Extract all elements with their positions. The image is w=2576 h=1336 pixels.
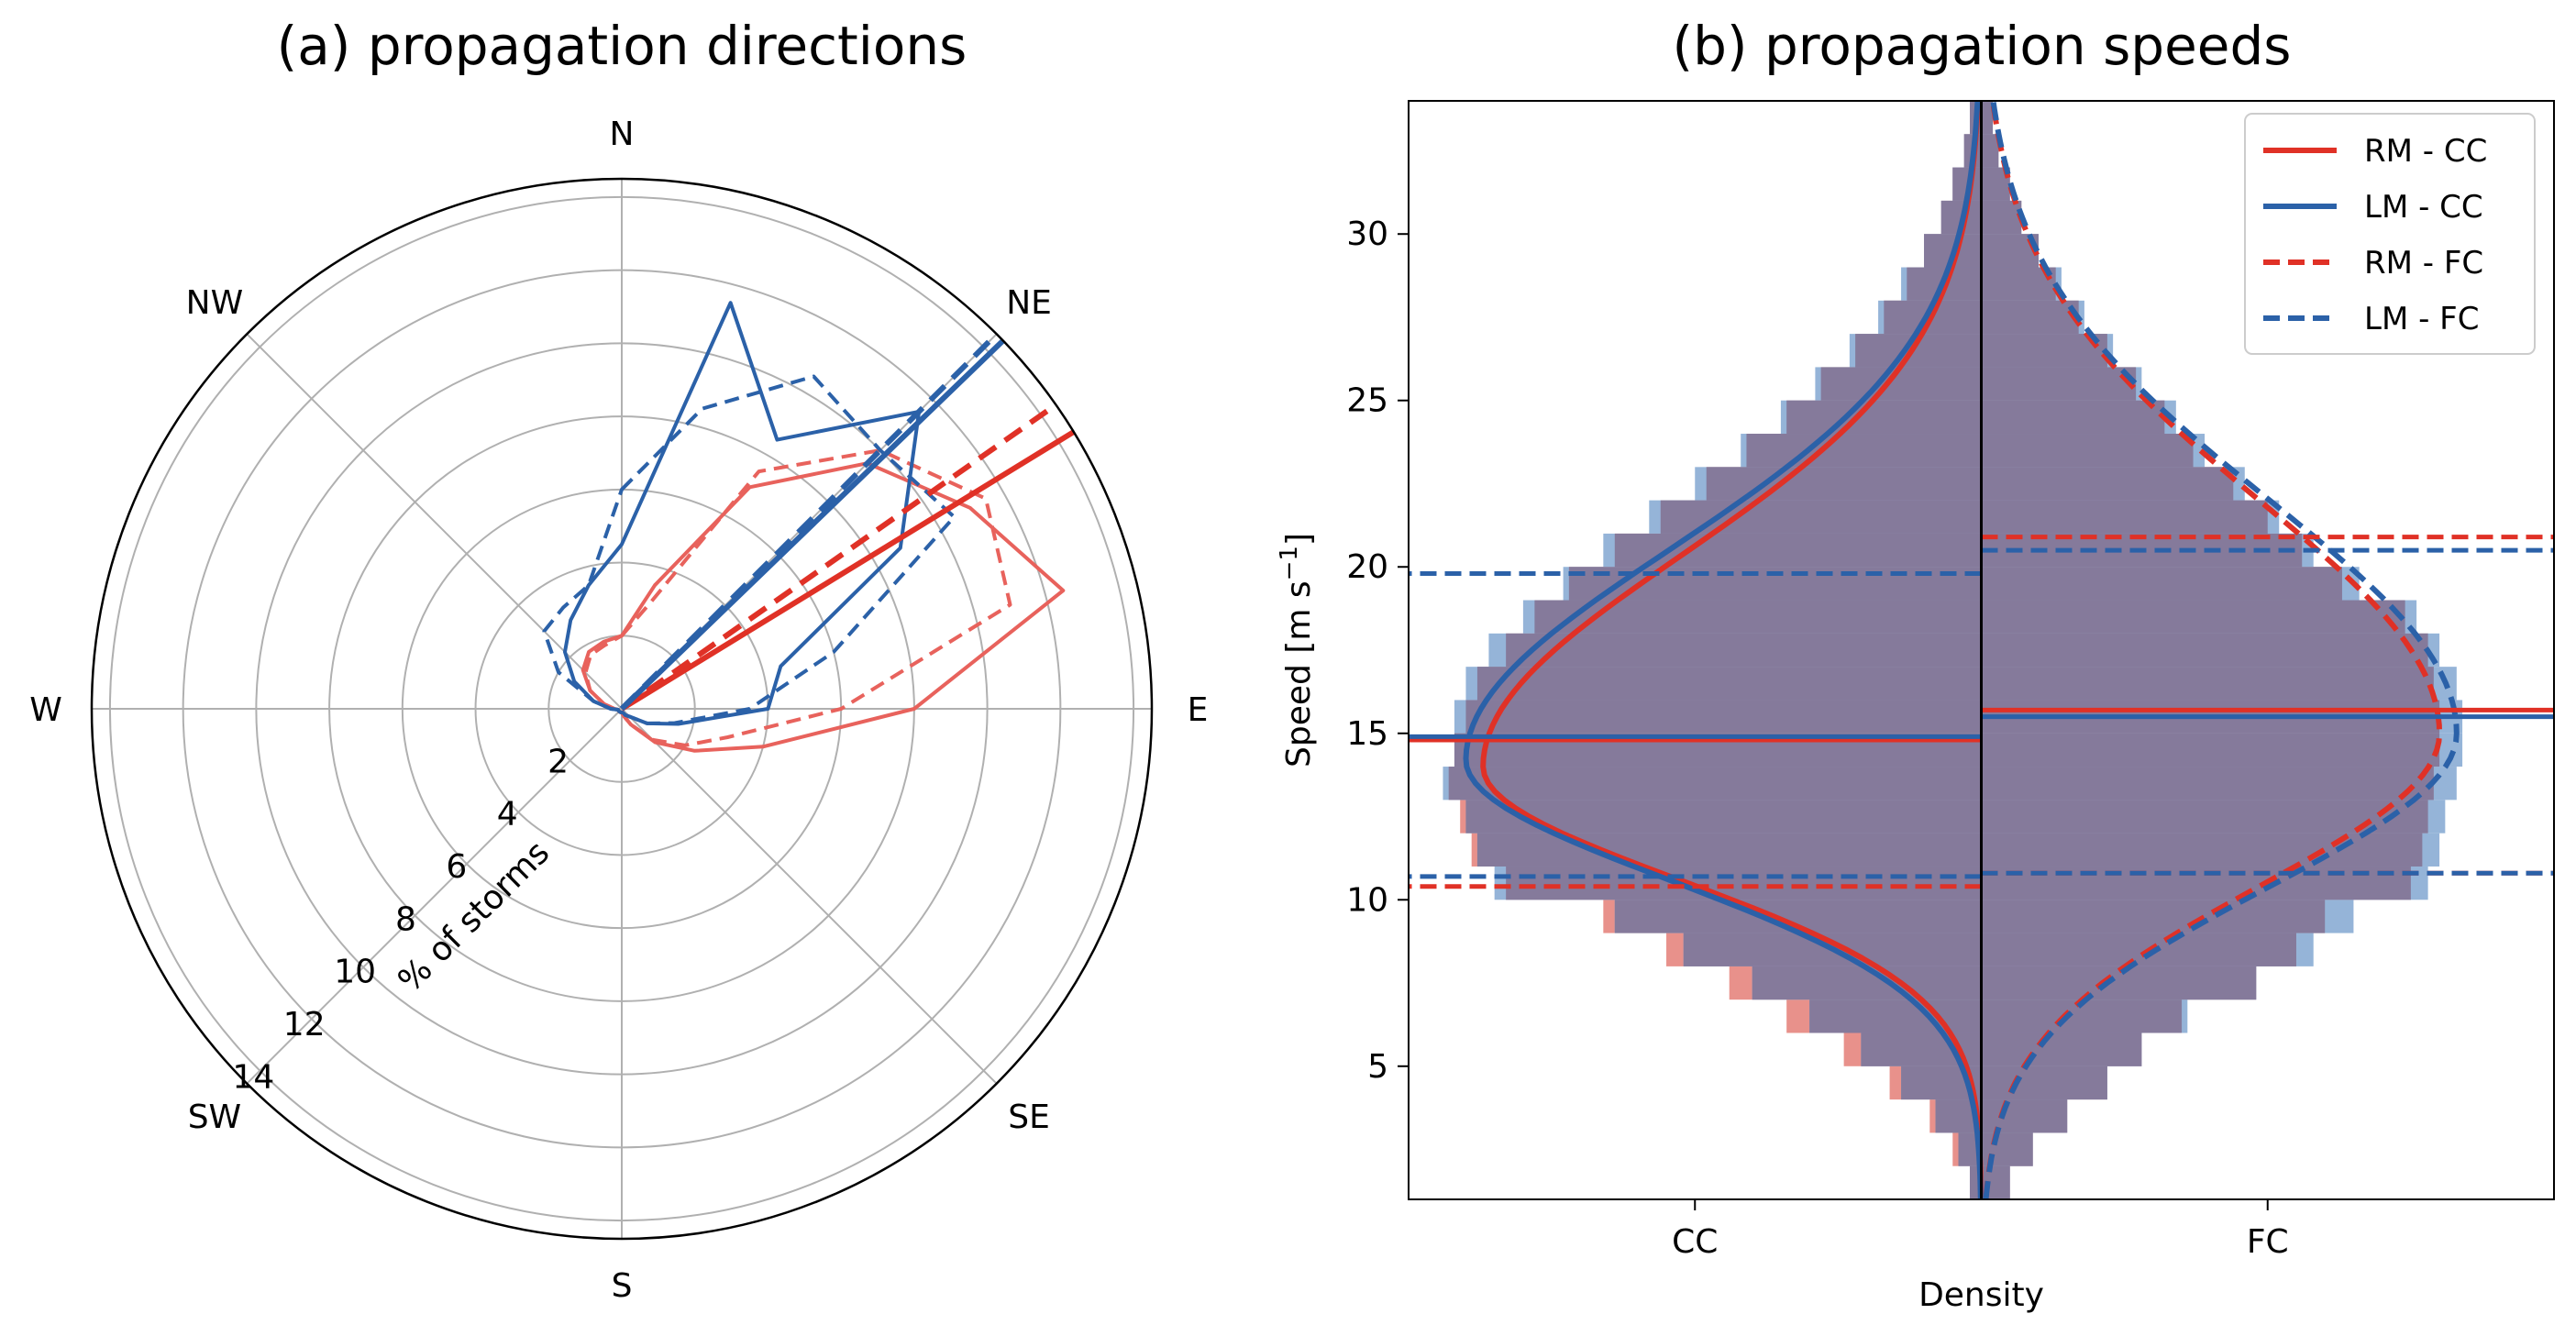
y-tick-label: 15	[1346, 715, 1388, 753]
histogram-overlap-bar	[1981, 1099, 2068, 1133]
y-axis-label-close: ]	[1280, 533, 1318, 546]
radial-tick-label: 2	[547, 743, 569, 780]
histogram-overlap-bar	[1981, 667, 2434, 701]
histogram-overlap-bar	[1981, 733, 2440, 767]
x-axis-ticks: CC FC	[1672, 1199, 2289, 1261]
y-tick-label: 30	[1346, 215, 1388, 253]
density-curve	[1480, 101, 1985, 1199]
histogram-overlap-bar	[1506, 633, 1982, 668]
histogram-overlap-bar	[1981, 500, 2268, 534]
radial-tick-label: 6	[446, 848, 467, 886]
violin-title: (b) propagation speeds	[1672, 15, 2291, 77]
compass-label-se: SE	[1008, 1099, 1050, 1136]
histogram-overlap-bar	[1506, 866, 1982, 900]
compass-labels: N NE E SE S SW W NW	[29, 116, 1208, 1305]
y-tick-label: 25	[1346, 382, 1388, 420]
histogram-overlap-bar	[1820, 367, 1982, 401]
density-curve	[1463, 101, 1984, 1199]
histogram-overlap-bar	[1752, 966, 1982, 1000]
histogram-overlap-bar	[1981, 434, 2194, 468]
histogram-overlap-bar	[1981, 134, 1999, 168]
histogram-overlap-bar	[1534, 600, 1982, 634]
histogram-overlap-bar	[1981, 1065, 2107, 1100]
histogram-overlap-bar	[1981, 933, 2296, 966]
histogram-overlap-bar	[1448, 767, 1982, 800]
radial-tick-label: 12	[283, 1006, 326, 1043]
compass-label-nw: NW	[186, 284, 244, 322]
x-axis-label: Density	[1918, 1276, 2044, 1314]
y-tick-label: 10	[1346, 881, 1388, 919]
statistic-lines	[1409, 535, 2554, 889]
compass-label-n: N	[610, 116, 635, 153]
histogram-overlap-bar	[1981, 600, 2405, 634]
histogram-overlap-bar	[1981, 367, 2137, 401]
histogram-overlap-bar	[1981, 800, 2428, 834]
compass-label-sw: SW	[188, 1099, 241, 1136]
density-curves	[1463, 101, 2460, 1199]
histogram-overlap-bar	[1981, 101, 1993, 135]
radial-tick-label: 8	[395, 900, 416, 938]
y-axis-label: Speed [m s−1]	[1276, 533, 1318, 767]
y-tick-label: 5	[1367, 1048, 1388, 1086]
histogram-overlap-bar	[1476, 667, 1982, 701]
histogram-overlap-bar	[1981, 767, 2434, 800]
density-curve	[1983, 101, 2460, 1199]
mean-direction-line	[619, 332, 999, 712]
axes-frame	[1408, 100, 2555, 1200]
mean-direction-line	[619, 338, 1005, 712]
histogram-overlap-bar	[1476, 833, 1982, 867]
histogram-overlap-bar	[1981, 200, 2022, 235]
histogram-overlap-bar	[1981, 633, 2428, 668]
legend-label: LM - CC	[2364, 189, 2483, 226]
radial-tick-label: 4	[497, 796, 518, 834]
legend-label: RM - CC	[2364, 133, 2487, 170]
histogram-overlap-bar	[1786, 400, 1982, 435]
histogram-overlap-bar	[1981, 966, 2257, 1000]
compass-label-e: E	[1188, 691, 1209, 729]
angular-grid-line	[246, 333, 623, 710]
legend-label: LM - FC	[2364, 301, 2479, 337]
histogram-overlap-bar	[1746, 434, 1982, 468]
compass-label-s: S	[612, 1267, 633, 1305]
histogram-overlap-bar	[1981, 1032, 2142, 1066]
histogram-overlap-bar	[1809, 999, 1982, 1033]
x-tick-label: FC	[2247, 1223, 2289, 1261]
polar-series-lm-fc	[542, 374, 956, 725]
compass-label-ne: NE	[1006, 284, 1052, 322]
y-axis-label-main: Speed [m s	[1280, 580, 1318, 767]
histogram-overlap-bar	[1981, 334, 2107, 368]
legend-label: RM - FC	[2364, 245, 2483, 282]
histogram-overlap-bar	[1981, 400, 2165, 435]
polar-title: (a) propagation directions	[277, 15, 967, 77]
y-axis-label-superscript: −1	[1276, 546, 1303, 580]
histogram-overlap-bar	[1981, 467, 2234, 501]
polar-frame	[90, 177, 1154, 1241]
x-tick-label: CC	[1672, 1223, 1718, 1261]
polar-mean-lines	[619, 332, 1076, 712]
histogram-overlap-bar	[1981, 300, 2079, 335]
angular-grid-line	[246, 708, 623, 1085]
y-axis-ticks: 5 10 15 20 25 30	[1346, 215, 1409, 1086]
legend: RM - CC LM - CC RM - FC LM - FC	[2244, 113, 2536, 355]
histogram-overlap-bar	[1465, 700, 1982, 734]
histogram-overlap-bar	[1981, 900, 2326, 933]
mean-direction-line	[620, 403, 1058, 712]
histogram-overlap-bar	[1981, 833, 2423, 867]
radial-tick-label: 14	[232, 1058, 274, 1096]
histogram-overlap-bar	[1660, 500, 1982, 534]
legend-box	[2244, 113, 2536, 355]
y-tick-label: 20	[1346, 548, 1388, 586]
histogram-overlap-bar	[1981, 567, 2342, 601]
polar-series-lm-cc	[563, 301, 922, 726]
compass-label-w: W	[29, 691, 62, 729]
angular-grid-line	[621, 708, 998, 1085]
mean-direction-line	[620, 429, 1076, 712]
polar-series	[542, 301, 1066, 753]
polar-panel: (a) propagation directions NNEESESSWWNW …	[29, 15, 1208, 1305]
radial-tick-label: 10	[334, 954, 376, 991]
